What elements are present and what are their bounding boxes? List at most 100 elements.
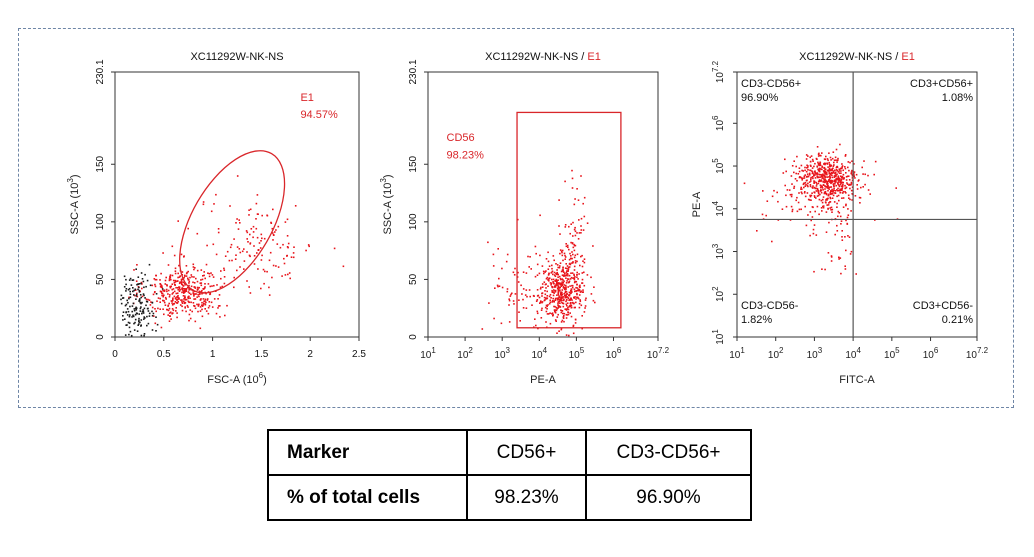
- event-dot: [796, 196, 798, 199]
- event-dot: [583, 311, 586, 313]
- event-dot: [867, 174, 869, 177]
- event-dot: [125, 288, 128, 290]
- event-dot: [831, 168, 833, 171]
- event-dot: [187, 270, 189, 273]
- event-dot: [832, 192, 834, 194]
- event-dot: [827, 166, 829, 168]
- event-dot: [791, 208, 794, 211]
- event-dot: [185, 265, 188, 267]
- y-tick-label: 106: [711, 115, 726, 131]
- event-dot: [167, 264, 170, 266]
- event-dot: [143, 333, 146, 335]
- event-dot: [548, 278, 550, 280]
- event-dot: [851, 160, 853, 162]
- event-dot: [561, 289, 564, 291]
- event-dot: [822, 189, 824, 191]
- event-dot: [837, 159, 839, 162]
- event-dot: [210, 210, 213, 213]
- event-dot: [558, 330, 560, 332]
- event-dot: [578, 289, 581, 292]
- event-dot: [576, 292, 578, 295]
- event-dot: [798, 176, 801, 179]
- event-dot: [160, 326, 163, 329]
- event-dot: [231, 259, 233, 262]
- quadrant-percent: 96.90%: [741, 92, 779, 104]
- event-dot: [829, 180, 831, 182]
- event-dot: [183, 298, 185, 300]
- table-value-cd3-cd56: 96.90%: [585, 474, 752, 521]
- event-dot: [553, 289, 555, 291]
- event-dot: [571, 257, 573, 260]
- event-dot: [840, 188, 843, 190]
- event-dot: [838, 168, 841, 170]
- event-dot: [570, 288, 573, 290]
- event-dot: [202, 275, 204, 277]
- event-dot: [182, 281, 185, 284]
- x-axis-label: FSC-A (106): [207, 371, 266, 386]
- event-dot: [581, 265, 584, 268]
- event-dot: [159, 285, 162, 288]
- plot-title: XC11292W-NK-NS / E1: [485, 51, 601, 63]
- event-dot: [178, 264, 180, 267]
- event-dot: [566, 314, 568, 316]
- event-dot: [169, 285, 171, 288]
- event-dot: [180, 299, 182, 301]
- event-dot: [826, 204, 828, 206]
- event-dot: [823, 178, 825, 180]
- event-dot: [221, 285, 224, 288]
- event-dot: [844, 154, 847, 156]
- event-dot: [842, 173, 845, 176]
- event-dot: [836, 161, 838, 163]
- event-dot: [836, 206, 838, 208]
- event-dot: [174, 272, 177, 275]
- event-dot: [568, 248, 570, 251]
- event-dot: [839, 181, 841, 183]
- event-dot: [824, 173, 827, 175]
- event-dot: [812, 173, 815, 175]
- event-dot: [239, 251, 242, 254]
- event-dot: [182, 290, 185, 292]
- event-dot: [574, 306, 576, 309]
- event-dot: [553, 305, 555, 308]
- event-dot: [836, 202, 838, 205]
- event-dot: [134, 294, 136, 297]
- event-dot: [811, 172, 814, 175]
- event-dot: [863, 160, 865, 162]
- event-dot: [162, 308, 164, 310]
- event-dot: [838, 256, 840, 259]
- event-dot: [874, 160, 877, 163]
- event-dot: [281, 275, 283, 277]
- plot-2: XC11292W-NK-NS / E1050100150230.1CD5698.…: [408, 51, 659, 341]
- event-dot: [809, 174, 811, 176]
- event-dot: [841, 236, 843, 238]
- event-dot: [571, 177, 574, 180]
- event-dot: [141, 287, 143, 290]
- event-dot: [564, 258, 566, 260]
- event-dot: [571, 291, 573, 293]
- event-dot: [555, 284, 557, 287]
- event-dot: [797, 201, 800, 204]
- event-dot: [569, 292, 572, 295]
- event-dot: [578, 294, 581, 296]
- event-dot: [824, 168, 826, 170]
- event-dot: [261, 214, 263, 217]
- event-dot: [189, 317, 192, 320]
- event-dot: [837, 157, 839, 160]
- event-dot: [246, 231, 249, 234]
- event-dot: [581, 254, 583, 257]
- event-dot: [174, 298, 177, 300]
- event-dot: [847, 175, 850, 177]
- event-dot: [830, 209, 832, 211]
- event-dot: [810, 155, 813, 157]
- event-dot: [563, 284, 565, 286]
- figure-frame: [18, 28, 1014, 408]
- event-dot: [537, 327, 539, 330]
- event-dot: [508, 321, 511, 323]
- event-dot: [187, 227, 189, 230]
- event-dot: [147, 322, 150, 325]
- event-dot: [540, 309, 543, 311]
- event-dot: [801, 188, 803, 190]
- event-dot: [181, 291, 183, 294]
- event-dot: [142, 309, 144, 311]
- event-dot: [151, 310, 153, 313]
